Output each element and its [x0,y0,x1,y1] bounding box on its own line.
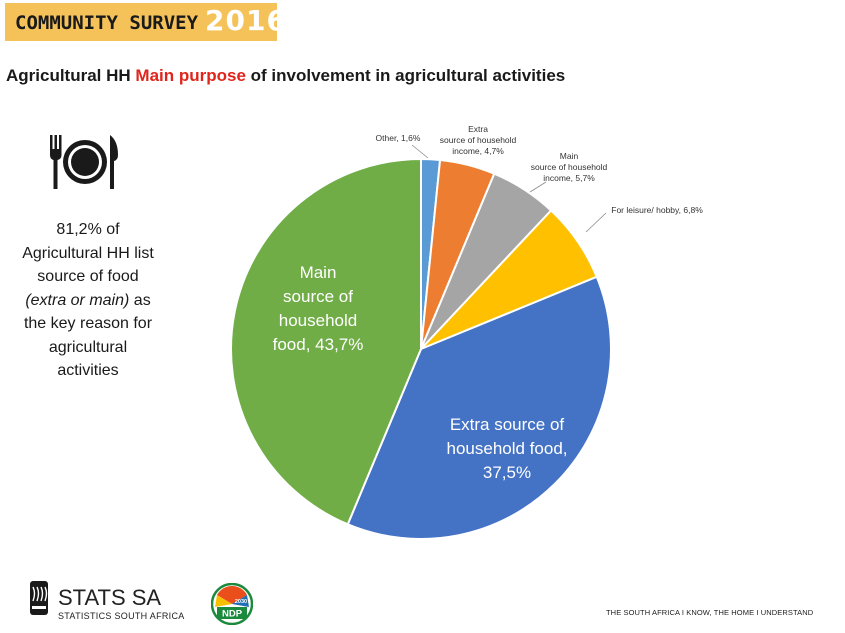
plate-cutlery-icon [50,135,118,189]
title-part-1: Agricultural HH [6,66,136,85]
side-note-line1: 81,2% of Agricultural HH list source of … [22,221,154,285]
title-accent: Main purpose [135,66,246,85]
leader-line-0 [411,144,429,159]
leader-line-3 [585,212,607,233]
survey-banner: COMMUNITY SURVEY 2016 [5,3,286,41]
leader-line-2 [529,181,547,193]
stats-sa-logo-icon [30,581,48,615]
slice-label-5: Main source of household food, 43,7% [273,263,364,354]
slice-label-4: Extra source of household food, 37,5% [447,415,568,482]
slice-label-3: For leisure/ hobby, 6,8% [611,205,703,215]
page-title: Agricultural HH Main purpose of involvem… [6,66,565,86]
pie-slice-5 [230,157,422,526]
ndp-year: 2030 [235,599,247,605]
pie-slice-4 [346,275,612,540]
ndp-2030-logo-icon: NDP 2030 [211,583,253,625]
banner-year: 2016 [205,4,287,37]
ndp-text: NDP [222,609,243,620]
stats-sa-subtitle: STATISTICS SOUTH AFRICA [58,611,185,621]
slice-label-0: Other, 1,6% [376,133,421,143]
slice-label-1: Extra source of household income, 4,7% [440,124,517,156]
side-note-line2: as the key reason for agricultural activ… [23,291,153,380]
banner-label: COMMUNITY SURVEY [15,12,199,34]
side-note-italic: (extra or main) [25,291,130,309]
side-note: 81,2% of Agricultural HH list source of … [18,218,158,383]
footer-tagline: THE SOUTH AFRICA I KNOW, THE HOME I UNDE… [606,608,814,617]
stats-sa-name: STATS SA [58,585,162,610]
slice-label-2: Main source of household income, 5,7% [531,151,608,183]
title-part-2: of involvement in agricultural activitie… [245,66,566,85]
